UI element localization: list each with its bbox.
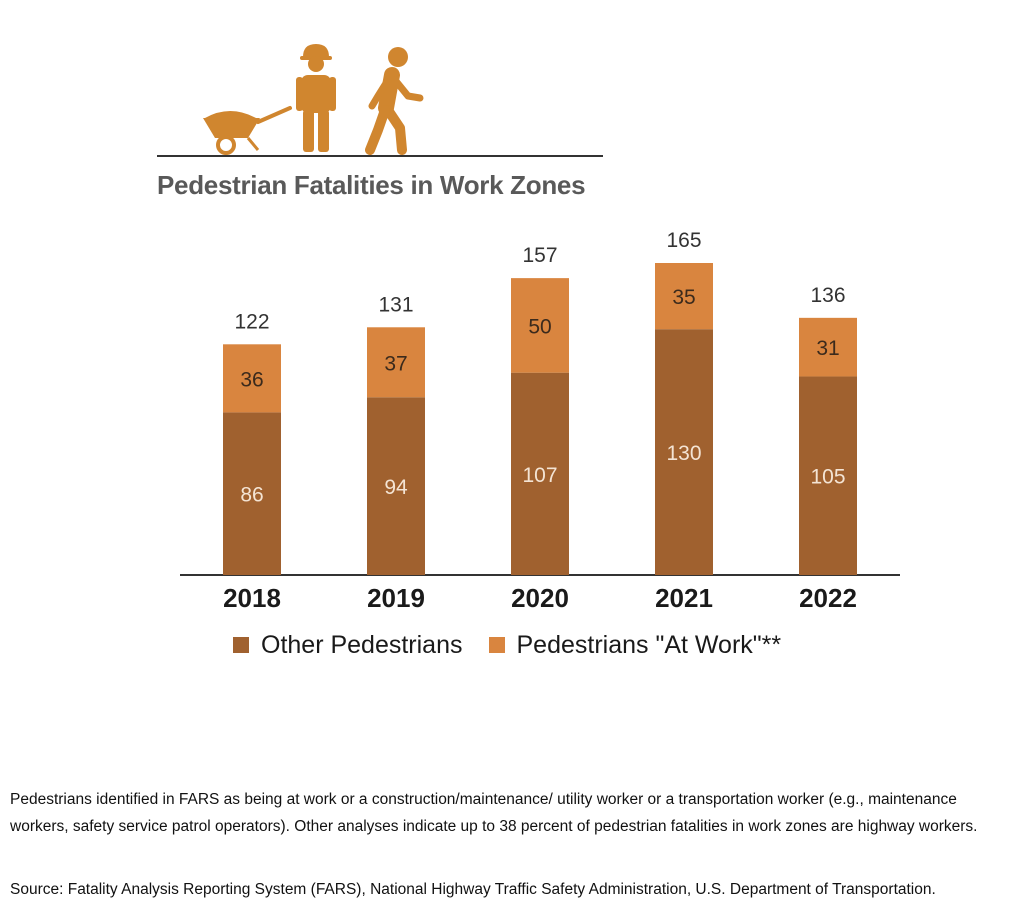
- bar-2022-other: [799, 376, 857, 575]
- footnote: Pedestrians identified in FARS as being …: [10, 791, 978, 835]
- legend-item-at-work: Pedestrians "At Work"**: [488, 630, 782, 660]
- construction-worker-icon: [296, 44, 336, 152]
- data-label-2020-other: 107: [522, 464, 557, 487]
- legend: Other Pedestrians Pedestrians "At Work"*…: [233, 628, 807, 662]
- total-label-2022: 136: [810, 284, 845, 307]
- bar-2021-other: [655, 329, 713, 575]
- legend-swatch-other: [233, 637, 249, 653]
- total-label-2019: 131: [378, 293, 413, 316]
- data-label-2019-at-work: 37: [384, 352, 407, 375]
- data-label-2022-other: 105: [810, 466, 845, 489]
- stacked-bar-chart: 86 36 122 2018 94 37 131 2019 107 50 157 2020 130 35 1…: [180, 229, 900, 613]
- bar-2018-at-work: [223, 344, 281, 413]
- total-label-2020: 157: [522, 244, 557, 267]
- x-tick-label-2021: 2021: [655, 583, 713, 613]
- bar-2020-at-work: [511, 278, 569, 373]
- wheelbarrow-icon: [203, 106, 292, 155]
- data-label-2022-at-work: 31: [816, 337, 839, 360]
- x-tick-label-2018: 2018: [223, 583, 281, 613]
- total-label-2018: 122: [234, 310, 269, 333]
- bar-2020-other: [511, 372, 569, 575]
- icon-row: [203, 44, 424, 155]
- bar-2018-other: [223, 412, 281, 575]
- legend-swatch-at-work: [488, 637, 505, 653]
- data-label-2018-other: 86: [240, 484, 263, 507]
- bar-2021-at-work: [655, 263, 713, 330]
- x-tick-label-2022: 2022: [799, 583, 857, 613]
- data-label-2021-at-work: 35: [672, 286, 695, 309]
- legend-item-other: Other Pedestrians: [233, 631, 463, 660]
- bar-2019-at-work: [367, 327, 425, 398]
- walking-pedestrian-icon: [365, 47, 424, 155]
- x-tick-label-2020: 2020: [511, 583, 569, 613]
- data-label-2020-at-work: 50: [528, 315, 551, 338]
- data-label-2018-at-work: 36: [240, 368, 263, 391]
- data-label-2021-other: 130: [666, 442, 701, 465]
- title-rule: [157, 155, 603, 157]
- x-tick-label-2019: 2019: [367, 583, 425, 613]
- legend-label-at-work: Pedestrians "At Work"**: [516, 630, 782, 659]
- bar-2019-other: [367, 397, 425, 575]
- bar-2022-at-work: [799, 317, 857, 377]
- source-note: Source: Fatality Analysis Reporting Syst…: [10, 881, 936, 898]
- legend-label-other: Other Pedestrians: [261, 630, 463, 659]
- chart-title: Pedestrian Fatalities in Work Zones: [157, 170, 586, 200]
- total-label-2021: 165: [666, 229, 701, 252]
- data-label-2019-other: 94: [384, 476, 408, 499]
